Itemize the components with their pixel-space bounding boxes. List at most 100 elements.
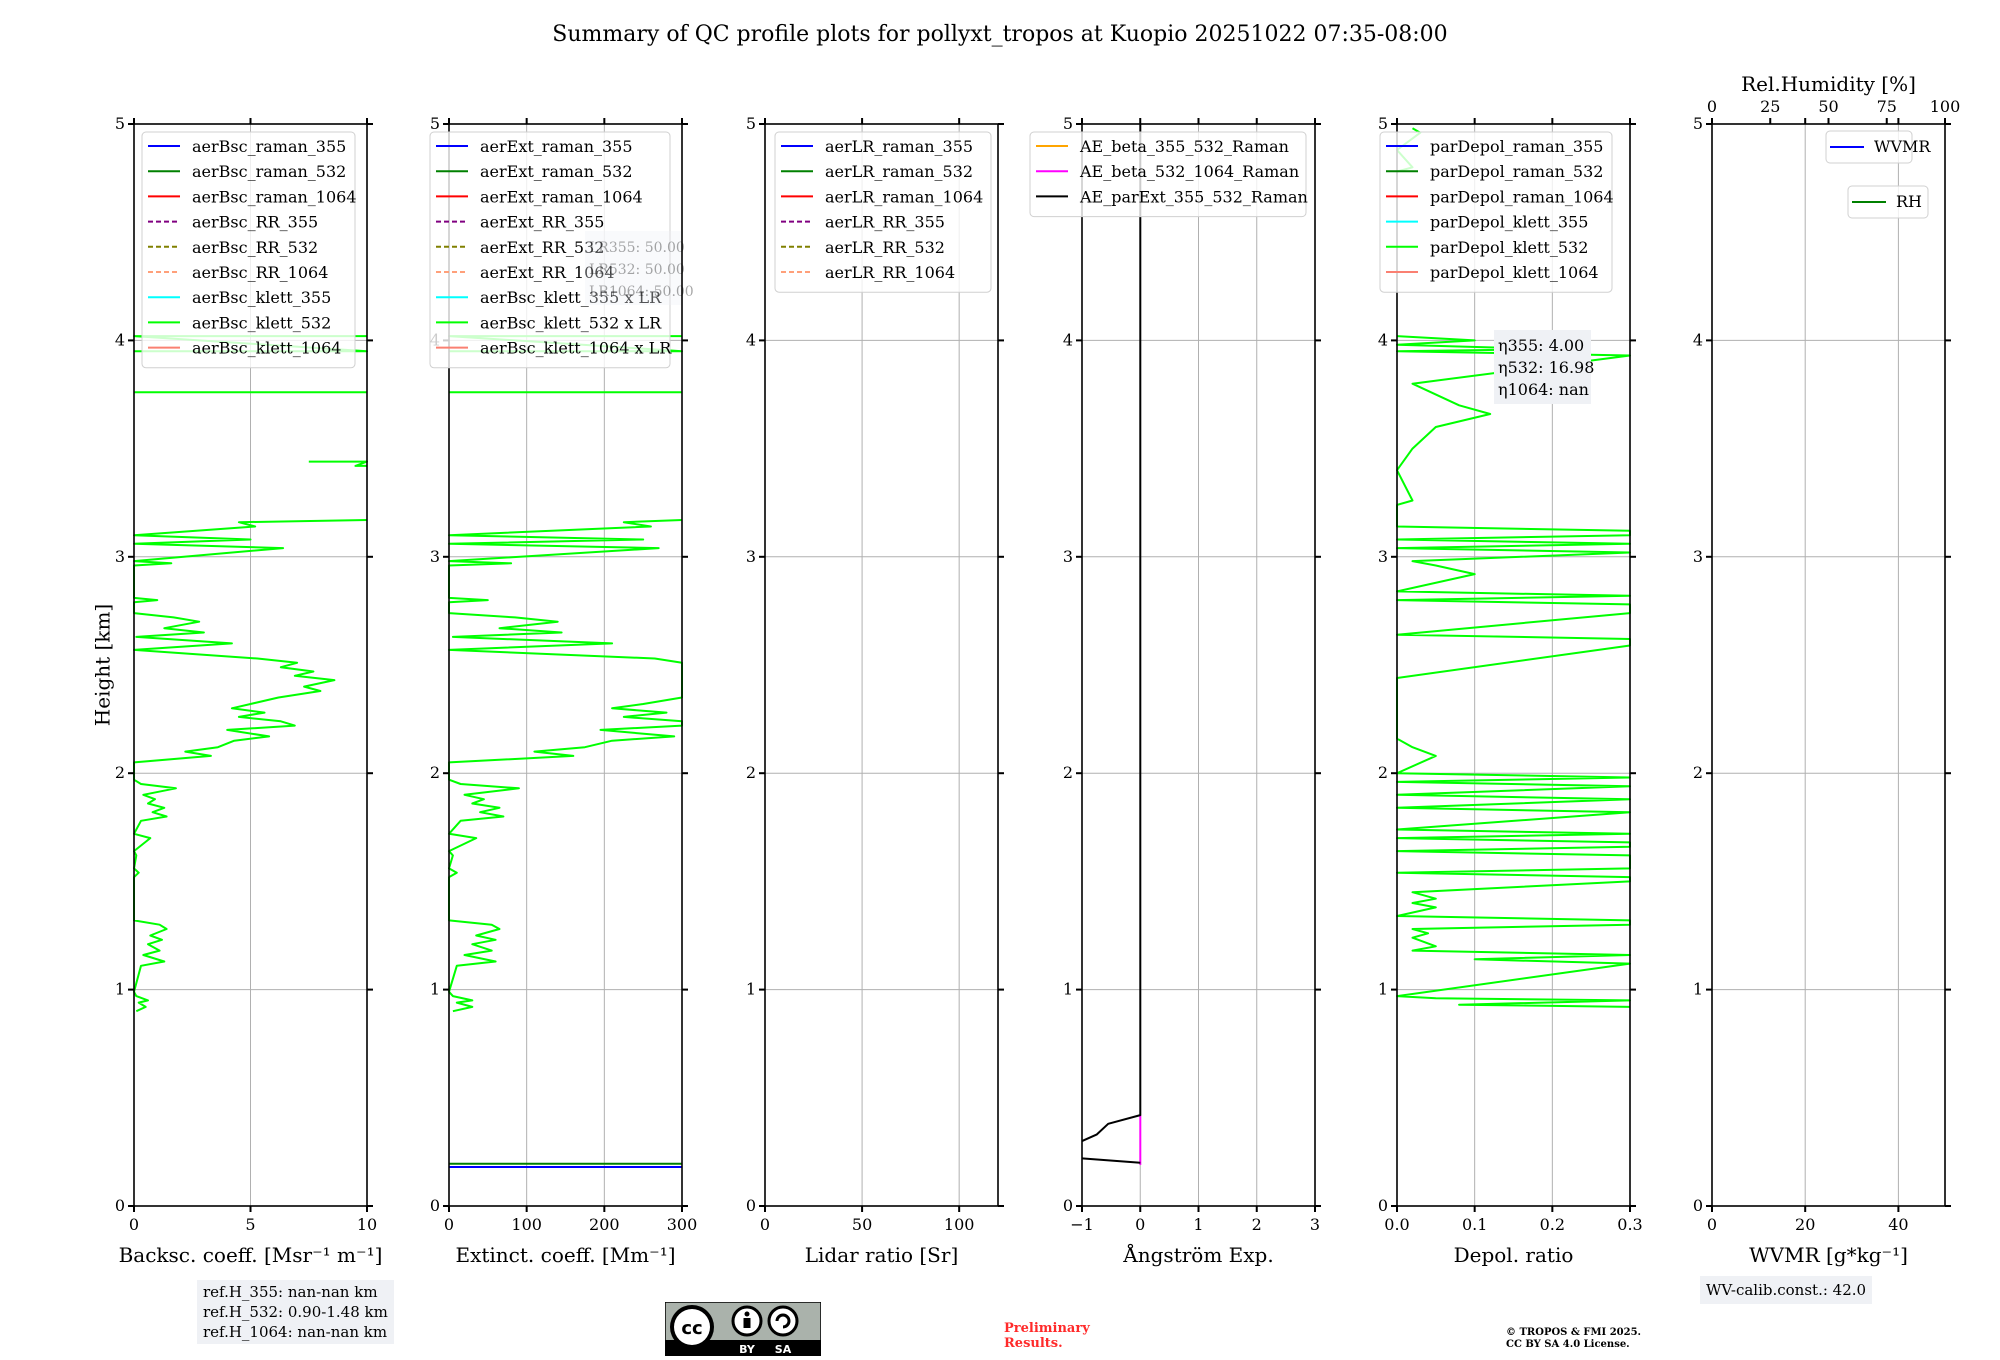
legend-label: parDepol_klett_355 <box>1430 213 1588 232</box>
y-tick-label: 1 <box>1693 980 1703 999</box>
legend-label: aerBsc_klett_355 <box>192 288 331 307</box>
x-tick-label: 100 <box>944 1215 975 1234</box>
legend: AE_beta_355_532_Raman AE_beta_532_1064_Ra… <box>1029 131 1308 218</box>
x-tick-label: 0 <box>760 1215 770 1234</box>
preliminary-line-2: Results. <box>1004 1336 1063 1351</box>
x-tick-label: 0 <box>1707 1215 1717 1234</box>
legend-label: parDepol_raman_1064 <box>1430 187 1614 206</box>
y-tick-label: 2 <box>746 763 756 782</box>
y-tick-label: 5 <box>115 114 125 133</box>
legend-label: aerBsc_RR_355 <box>192 213 318 232</box>
legend: parDepol_raman_355 parDepol_raman_532 parD… <box>1379 131 1614 293</box>
legend-box <box>141 131 356 369</box>
legend-label: aerLR_raman_532 <box>825 162 973 181</box>
legend-label: parDepol_raman_355 <box>1430 137 1603 156</box>
annotation-line: η355: 4.00 <box>1498 336 1584 355</box>
reference-heights-box: ref.H_355: nan-nan km ref.H_532: 0.90-1.… <box>197 1280 394 1344</box>
legend-label: parDepol_raman_532 <box>1430 162 1603 181</box>
legend-label: aerBsc_raman_1064 <box>192 187 357 206</box>
x-tick-label: 5 <box>245 1215 255 1234</box>
y-tick-label: 0 <box>430 1196 440 1215</box>
x-tick-label: 300 <box>667 1215 698 1234</box>
y-tick-label: 4 <box>1063 330 1073 349</box>
copyright-line-1: © TROPOS & FMI 2025. <box>1506 1327 1642 1338</box>
legend-label: aerExt_RR_532 <box>480 238 604 257</box>
y-tick-label: 2 <box>115 763 125 782</box>
panel-depol: 0.0 0.1 0.2 0.3 0 1 2 3 4 5 Depol. ratio <box>1378 114 1643 1267</box>
legend-label: WVMR <box>1874 137 1931 156</box>
legend-label: aerBsc_klett_532 x LR <box>480 313 662 332</box>
legend-label: aerExt_raman_1064 <box>480 187 643 206</box>
annotation-box <box>585 231 681 305</box>
preliminary-line-1: Preliminary <box>1004 1321 1090 1336</box>
legend-label: aerBsc_raman_532 <box>192 162 346 181</box>
y-tick-label: 2 <box>1693 763 1703 782</box>
y-tick-label: 5 <box>1378 114 1388 133</box>
x-axis-label: Lidar ratio [Sr] <box>805 1243 959 1267</box>
by-label: BY <box>739 1343 756 1356</box>
series-line-parDepol-klett-532 <box>1396 335 1631 1008</box>
legend-label: aerBsc_RR_1064 <box>192 263 328 282</box>
y-tick-label: 4 <box>115 330 125 349</box>
legend: aerBsc_raman_355 aerBsc_raman_532 aerBsc_r… <box>141 131 357 369</box>
y-tick-label: 3 <box>1378 547 1388 566</box>
x-tick-label: 0.2 <box>1540 1215 1565 1234</box>
x-axis-label: Backsc. coeff. [Msr⁻¹ m⁻¹] <box>119 1243 383 1267</box>
x-tick-label: 3 <box>1310 1215 1320 1234</box>
legend-label: aerBsc_klett_1064 <box>192 339 341 358</box>
preliminary-results-note: Preliminary Results. <box>1004 1321 1090 1351</box>
series-line-aerBsc-klett-532-x-LR <box>448 519 683 1013</box>
eta-annotation: η355: 4.00 η532: 16.98 η1064: nan <box>1494 330 1594 404</box>
legend-label: aerBsc_RR_532 <box>192 238 318 257</box>
y-tick-label: 4 <box>1693 330 1703 349</box>
legend: aerLR_raman_355 aerLR_raman_532 aerLR_rama… <box>774 131 992 293</box>
y-tick-label: 5 <box>1693 114 1703 133</box>
x-tick-label: 0 <box>444 1215 454 1234</box>
x-tick-label: 40 <box>1888 1215 1908 1234</box>
y-tick-label: 2 <box>430 763 440 782</box>
legend-label: aerBsc_klett_532 <box>192 313 331 332</box>
series-line-aerBsc-klett-532-upper <box>308 460 368 467</box>
legend-label: parDepol_klett_1064 <box>1430 263 1599 282</box>
y-tick-label: 0 <box>746 1196 756 1215</box>
y-tick-label: 4 <box>1378 330 1388 349</box>
x-tick-label: 2 <box>1252 1215 1262 1234</box>
figure-title: Summary of QC profile plots for pollyxt_… <box>552 22 1448 47</box>
annotation-line: LR1064: 50.00 <box>589 284 694 300</box>
annotation-box <box>1494 330 1591 404</box>
axes-frame <box>1396 123 1631 1207</box>
legend-box <box>1379 131 1613 293</box>
lr-annotation: LR355: 50.00 LR532: 50.00 LR1064: 50.00 <box>585 231 694 305</box>
legend-label: aerExt_RR_355 <box>480 213 604 232</box>
secondary-x-tick-label: 0 <box>1707 97 1717 116</box>
x-tick-label: 200 <box>589 1215 620 1234</box>
secondary-x-tick-label: 75 <box>1877 97 1897 116</box>
ref-height-1064: ref.H_1064: nan-nan km <box>203 1323 388 1341</box>
y-tick-label: 0 <box>1693 1196 1703 1215</box>
axes-frame <box>764 123 999 1207</box>
wv-calibration-box: WV-calib.const.: 42.0 <box>1700 1276 1873 1304</box>
series-line-AE-parExt-355-532-Raman-low <box>1081 1157 1141 1164</box>
annotation-line: η1064: nan <box>1498 380 1589 399</box>
annotation-line: η532: 16.98 <box>1498 358 1594 377</box>
y-tick-label: 5 <box>1063 114 1073 133</box>
cc-by-sa-license-badge: cc BY SA <box>665 1302 821 1356</box>
x-tick-label: 100 <box>511 1215 542 1234</box>
y-tick-label: 1 <box>746 980 756 999</box>
y-tick-label: 2 <box>1063 763 1073 782</box>
legend-label: AE_beta_532_1064_Raman <box>1079 162 1299 181</box>
axes-frame <box>1711 123 1946 1207</box>
annotation-line: LR355: 50.00 <box>589 240 685 256</box>
legend-wvmr: WVMR <box>1825 130 1931 164</box>
legend-label: aerLR_raman_355 <box>825 137 973 156</box>
y-tick-label: 0 <box>1378 1196 1388 1215</box>
legend-box <box>1825 130 1913 164</box>
legend-box <box>1847 185 1929 219</box>
y-tick-label: 0 <box>115 1196 125 1215</box>
y-tick-label: 3 <box>1063 547 1073 566</box>
y-tick-label: 5 <box>430 114 440 133</box>
ref-height-532: ref.H_532: 0.90-1.48 km <box>203 1303 388 1321</box>
y-tick-label: 3 <box>115 547 125 566</box>
